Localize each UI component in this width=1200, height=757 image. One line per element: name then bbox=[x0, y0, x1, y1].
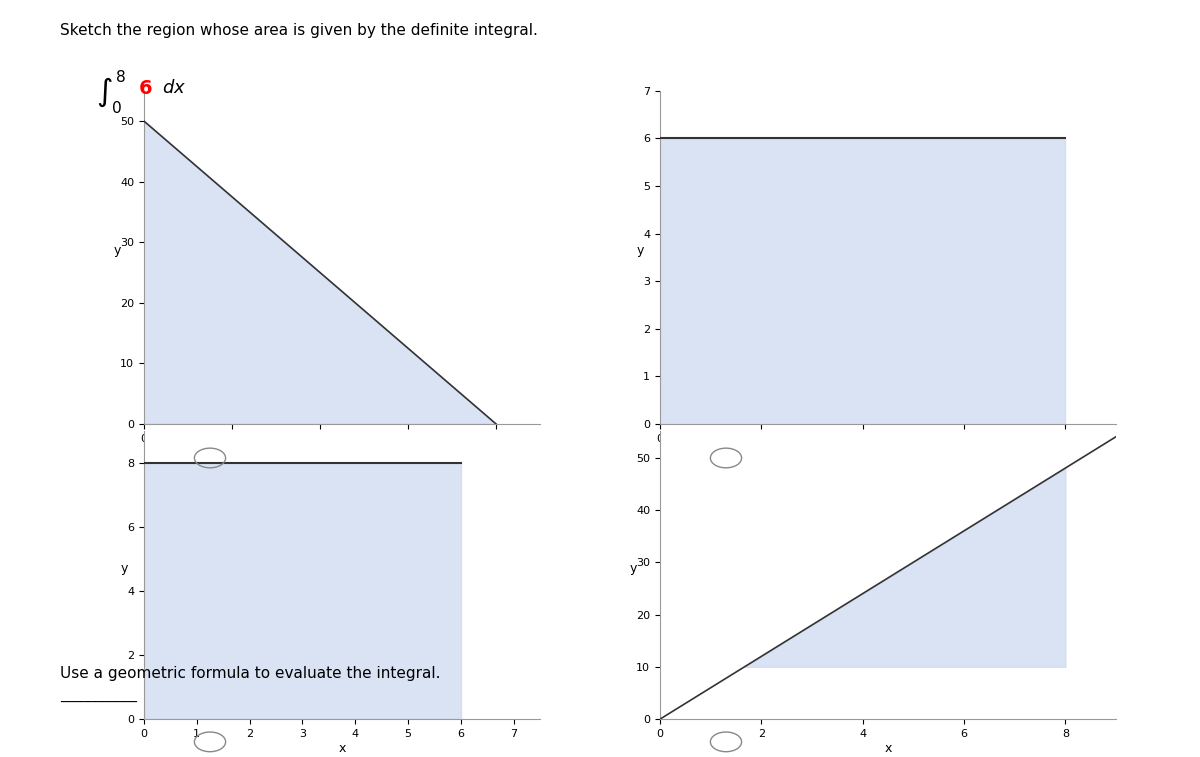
Y-axis label: y: y bbox=[630, 562, 637, 575]
Y-axis label: y: y bbox=[637, 245, 644, 257]
Y-axis label: y: y bbox=[114, 245, 121, 257]
Polygon shape bbox=[144, 463, 461, 719]
Polygon shape bbox=[660, 139, 1066, 424]
Text: Use a geometric formula to evaluate the integral.: Use a geometric formula to evaluate the … bbox=[60, 666, 440, 681]
Text: $dx$: $dx$ bbox=[162, 79, 186, 98]
X-axis label: x: x bbox=[338, 742, 346, 755]
Polygon shape bbox=[144, 121, 496, 424]
X-axis label: x: x bbox=[884, 742, 892, 755]
Y-axis label: y: y bbox=[121, 562, 128, 575]
Text: ___________: ___________ bbox=[60, 689, 137, 702]
Text: $\int_0^8$: $\int_0^8$ bbox=[96, 68, 126, 116]
X-axis label: x: x bbox=[884, 447, 892, 459]
Text: $\mathbf{6}$: $\mathbf{6}$ bbox=[138, 79, 152, 98]
X-axis label: x: x bbox=[338, 447, 346, 459]
Text: Sketch the region whose area is given by the definite integral.: Sketch the region whose area is given by… bbox=[60, 23, 538, 38]
